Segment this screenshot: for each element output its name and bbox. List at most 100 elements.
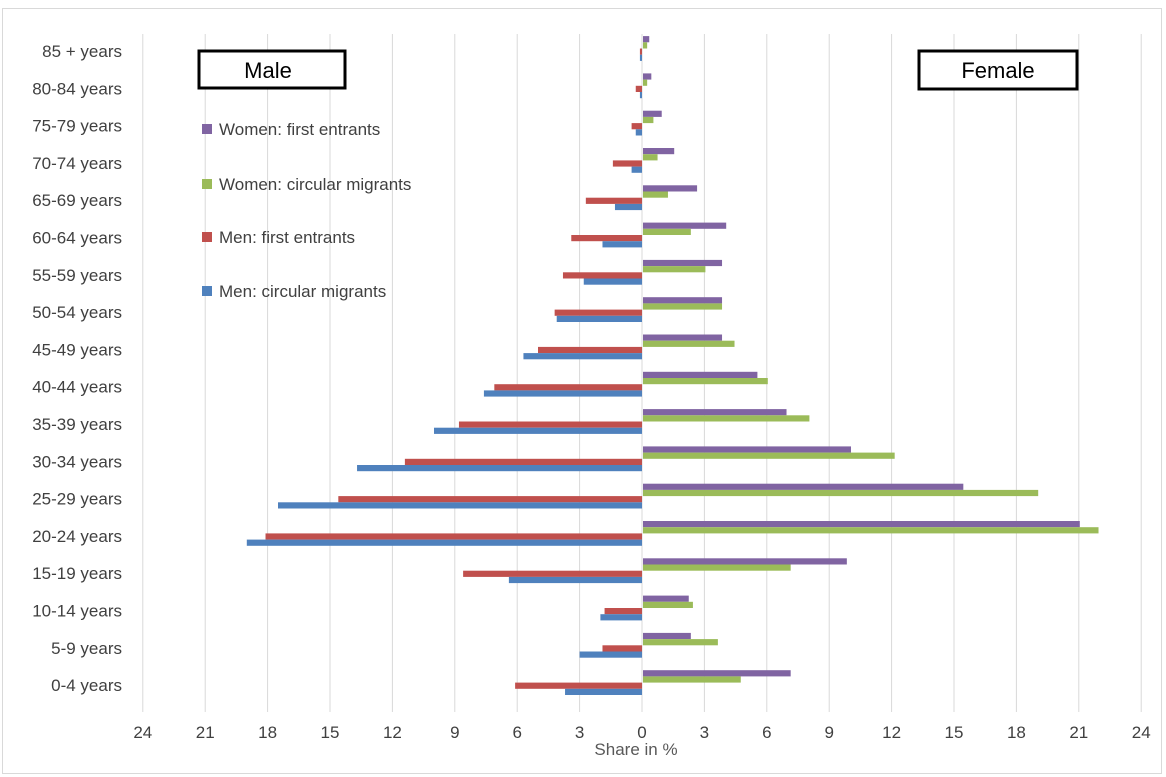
bar: [614, 203, 642, 211]
bar: [265, 533, 642, 540]
female-box-label: Female: [961, 58, 1034, 83]
male-box: Male: [197, 49, 347, 90]
bar: [494, 384, 642, 391]
category-label: 0-4 years: [51, 676, 122, 695]
x-tick-label: 15: [945, 723, 964, 742]
bar: [643, 415, 810, 422]
bar: [604, 608, 642, 615]
bar: [643, 601, 693, 608]
x-tick-label: 6: [512, 723, 521, 742]
bar: [523, 353, 642, 360]
bar: [434, 427, 642, 434]
x-tick-label: 9: [450, 723, 459, 742]
x-tick-label: 24: [1132, 723, 1151, 742]
x-tick-label: 12: [882, 723, 901, 742]
bar: [583, 278, 642, 285]
bar: [643, 483, 964, 490]
legend-label: Men: circular migrants: [219, 282, 386, 301]
bar: [643, 185, 698, 192]
bars: [246, 36, 1099, 695]
bar: [579, 651, 642, 658]
category-label: 30-34 years: [32, 452, 122, 471]
bar: [639, 54, 642, 61]
chart-frame: [2, 8, 1162, 774]
category-label: 35-39 years: [32, 415, 122, 434]
bar: [571, 235, 642, 242]
x-tick-labels: 24 21 18 15 12 9 6 3 0 3 6 9 12 15 18 21 24: [133, 723, 1150, 742]
x-tick-label: 12: [383, 723, 402, 742]
bar: [565, 688, 642, 695]
bar: [643, 297, 723, 304]
gridlines: [142, 34, 1142, 712]
category-label: 85 + years: [42, 42, 122, 61]
category-label: 70-74 years: [32, 154, 122, 173]
category-label: 20-24 years: [32, 527, 122, 546]
bar: [643, 36, 650, 43]
bar: [246, 539, 643, 546]
x-tick-label: 9: [824, 723, 833, 742]
bar: [643, 191, 668, 198]
legend-label: Men: first entrants: [219, 228, 355, 247]
category-label: 10-14 years: [32, 602, 122, 621]
legend-item: Men: first entrants: [202, 228, 355, 247]
bar: [643, 558, 847, 565]
x-tick-label: 18: [1007, 723, 1026, 742]
bar: [278, 502, 642, 509]
bar: [643, 110, 662, 117]
bar: [639, 92, 642, 99]
bar: [643, 676, 741, 683]
legend-swatch: [202, 232, 212, 242]
bar: [643, 42, 648, 49]
x-tick-label: 21: [1069, 723, 1088, 742]
bar: [643, 154, 658, 161]
bar: [643, 73, 652, 80]
bar: [643, 148, 675, 155]
bar: [631, 166, 642, 173]
x-tick-label: 15: [321, 723, 340, 742]
legend-item: Men: circular migrants: [202, 282, 386, 301]
bar: [643, 595, 689, 602]
bar: [643, 632, 691, 640]
x-axis-title: Share in %: [594, 740, 677, 759]
bar: [643, 670, 791, 677]
male-box-label: Male: [244, 58, 292, 83]
bar: [404, 458, 642, 465]
bar: [643, 259, 723, 267]
bar: [612, 160, 642, 167]
legend-label: Women: first entrants: [219, 120, 380, 139]
legend-swatch: [202, 286, 212, 296]
bar: [643, 527, 1099, 534]
bar: [643, 340, 735, 347]
bar: [643, 521, 1080, 528]
category-label: 50-54 years: [32, 303, 122, 322]
bar: [602, 241, 642, 248]
legend-swatch: [202, 179, 212, 189]
bar: [643, 489, 1039, 497]
legend-label: Women: circular migrants: [219, 175, 411, 194]
bar: [635, 129, 642, 136]
category-label: 55-59 years: [32, 266, 122, 285]
bar: [639, 48, 642, 55]
bar: [643, 334, 723, 341]
bar: [508, 576, 642, 584]
category-label: 40-44 years: [32, 378, 122, 397]
bar: [643, 79, 648, 86]
bar: [556, 315, 642, 322]
category-label: 15-19 years: [32, 564, 122, 583]
category-label: 60-64 years: [32, 229, 122, 248]
bar: [643, 446, 851, 453]
category-label: 45-49 years: [32, 340, 122, 359]
legend-item: Women: circular migrants: [202, 175, 411, 194]
bar: [643, 639, 718, 646]
bar: [602, 645, 642, 652]
bar: [458, 421, 642, 428]
bar: [483, 390, 642, 397]
x-tick-label: 18: [258, 723, 277, 742]
x-tick-label: 24: [133, 723, 152, 742]
legend: Women: first entrants Women: circular mig…: [202, 120, 411, 301]
bar: [643, 564, 791, 571]
category-labels: 85 + years 80-84 years 75-79 years 70-74 ye…: [32, 42, 122, 695]
bar: [643, 371, 758, 378]
bar: [600, 614, 642, 621]
